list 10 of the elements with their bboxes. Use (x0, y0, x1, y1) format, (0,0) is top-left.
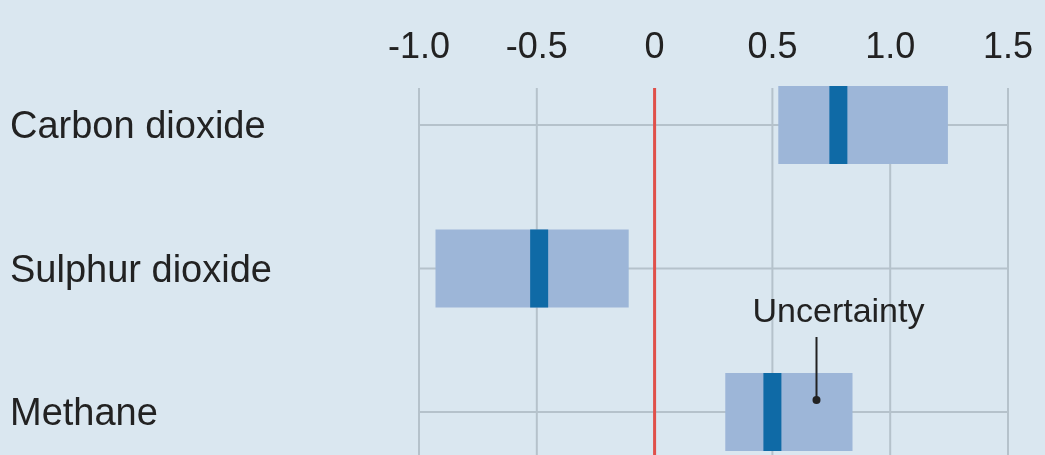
x-tick-label: -1.0 (387, 25, 451, 66)
x-tick-label: 0.5 (747, 25, 798, 66)
annotation: Uncertainty (752, 291, 925, 329)
x-tick-label: -0.5 (505, 25, 568, 66)
x-tick-label: 1.0 (865, 25, 916, 66)
y-tick-label: Sulphur dioxide (10, 247, 272, 290)
x-tick-label: 0 (644, 25, 665, 66)
x-tick-label: 1.5 (982, 25, 1034, 66)
y-tick-label: Methane (10, 391, 158, 433)
y-tick-label: Carbon dioxide (10, 104, 266, 146)
